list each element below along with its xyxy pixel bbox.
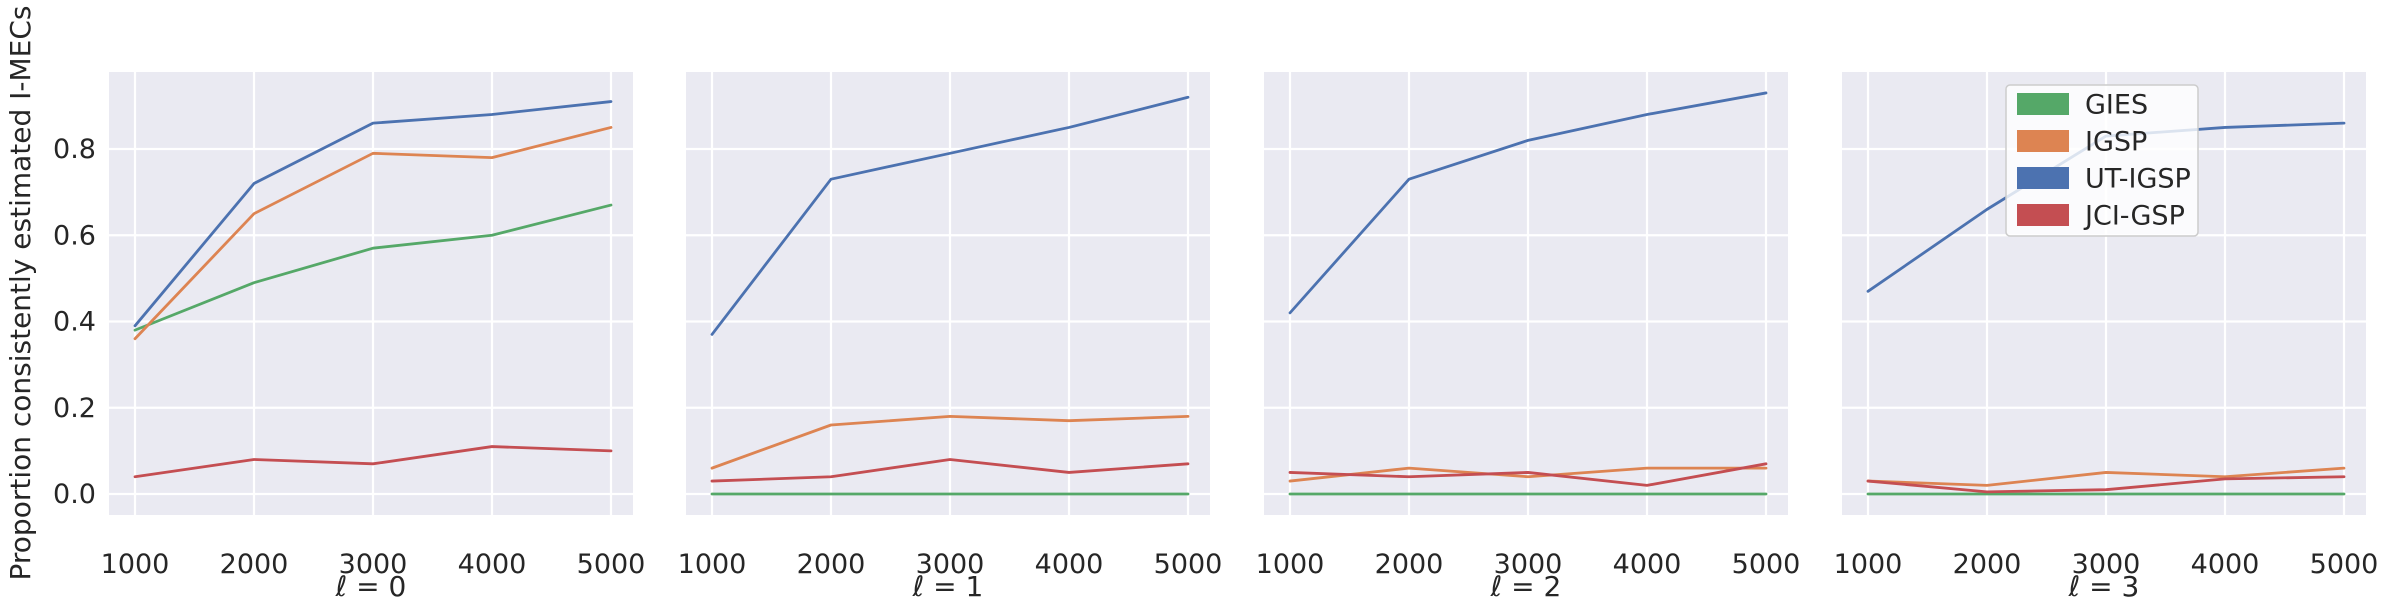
legend-swatch-gies — [2017, 93, 2069, 115]
y-tick-label: 0.0 — [53, 479, 96, 510]
x-tick-label: 5000 — [2310, 549, 2379, 580]
legend-label-gies: GIES — [2085, 90, 2148, 121]
x-axis-label: ℓ = 2 — [1490, 570, 1562, 600]
x-tick-label: 5000 — [1154, 549, 1223, 580]
x-axis-label: ℓ = 1 — [912, 570, 984, 600]
plot-background — [109, 72, 633, 515]
legend-swatch-ut-igsp — [2017, 167, 2069, 189]
x-tick-label: 2000 — [797, 549, 866, 580]
x-axis-label: ℓ = 3 — [2068, 570, 2140, 600]
y-tick-label: 0.6 — [53, 220, 96, 251]
x-tick-label: 4000 — [458, 549, 527, 580]
panel-l0: 1000 2000 3000 4000 5000 ℓ = 0 0.0 0.2 0.4 0.6 0.8 — [53, 72, 646, 603]
x-tick-label: 3000 — [916, 549, 985, 580]
x-tick-label: 3000 — [2072, 549, 2141, 580]
panel-l1: 1000 2000 3000 4000 5000 ℓ = 1 — [678, 72, 1223, 603]
series-line-jci-gsp — [710, 458, 1190, 483]
x-tick-label: 2000 — [1375, 549, 1444, 580]
x-tick-label: 3000 — [1494, 549, 1563, 580]
x-tick-label: 2000 — [1953, 549, 2022, 580]
series-line-gies — [133, 203, 613, 332]
legend-label-ut-igsp: UT-IGSP — [2085, 164, 2191, 195]
y-tick-label: 0.8 — [53, 134, 96, 165]
plot-background — [686, 72, 1210, 515]
panel-l2: 1000 2000 3000 4000 5000 ℓ = 2 — [1256, 72, 1801, 603]
x-tick-label: 4000 — [1613, 549, 1682, 580]
y-axis-label: Proportion consistently estimated I-MECs — [4, 5, 37, 580]
series-line-igsp — [710, 414, 1190, 470]
x-tick-label: 3000 — [339, 549, 408, 580]
x-tick-label: 1000 — [678, 549, 747, 580]
x-tick-label: 1000 — [1834, 549, 1903, 580]
series-line-ut-igsp — [710, 95, 1190, 336]
x-tick-label: 1000 — [101, 549, 170, 580]
series-line-ut-igsp — [133, 100, 613, 328]
series-line-jci-gsp — [1866, 475, 2346, 494]
series-line-igsp — [1288, 466, 1768, 483]
y-tick-label: 0.4 — [53, 307, 96, 338]
x-tick-label: 1000 — [1256, 549, 1325, 580]
legend-swatch-jci-gsp — [2017, 204, 2069, 226]
x-tick-label: 5000 — [1732, 549, 1801, 580]
plot-background — [1264, 72, 1788, 515]
series-line-jci-gsp — [1288, 462, 1768, 487]
y-tick-label: 0.2 — [53, 393, 96, 424]
panels-group: 1000 2000 3000 4000 5000 ℓ = 0 0.0 0.2 0.4 0.6 0.8… — [53, 72, 2379, 603]
legend: GIES IGSP UT-IGSP JCI-GSP — [2005, 84, 2199, 237]
x-tick-label: 5000 — [577, 549, 646, 580]
x-axis-label: ℓ = 0 — [335, 570, 407, 600]
legend-box — [2005, 84, 2199, 237]
series-line-ut-igsp — [1288, 91, 1768, 315]
x-tick-label: 2000 — [220, 549, 289, 580]
series-line-igsp — [133, 126, 613, 341]
legend-label-jci-gsp: JCI-GSP — [2083, 201, 2185, 232]
series-line-jci-gsp — [133, 445, 613, 479]
legend-label-igsp: IGSP — [2085, 127, 2147, 158]
legend-swatch-igsp — [2017, 130, 2069, 152]
x-tick-label: 4000 — [2191, 549, 2260, 580]
series-line-igsp — [1866, 466, 2346, 487]
x-tick-label: 4000 — [1035, 549, 1104, 580]
